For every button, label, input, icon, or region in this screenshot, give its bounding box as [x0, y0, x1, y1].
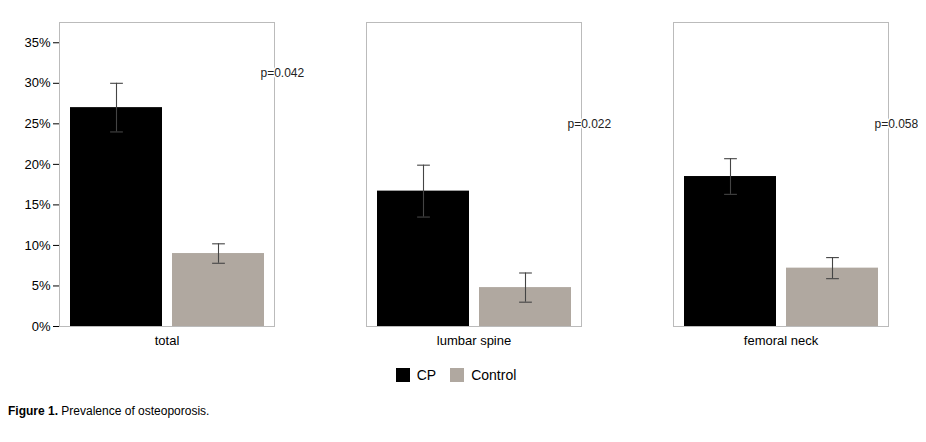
html-text:Figure 1. Prevalence of osteop: Figure 1. Prevalence of osteoporosis. — [8, 404, 210, 418]
svg-text:30%: 30% — [24, 75, 50, 90]
svg-text:femoral neck: femoral neck — [744, 333, 819, 348]
svg-text:20%: 20% — [24, 157, 50, 172]
svg-text:p=0.058: p=0.058 — [875, 117, 919, 131]
html-text:Control: Control — [471, 366, 517, 383]
html-text:CP: CP — [416, 366, 437, 383]
svg-text:15%: 15% — [24, 197, 50, 212]
svg-text:5%: 5% — [32, 278, 51, 293]
svg-text:p=0.022: p=0.022 — [568, 117, 612, 131]
svg-text:lumbar spine: lumbar spine — [437, 333, 511, 348]
svg-text:35%: 35% — [24, 35, 50, 50]
svg-text:25%: 25% — [24, 116, 50, 131]
svg-text:total: total — [155, 333, 180, 348]
svg-text:10%: 10% — [24, 238, 50, 253]
svg-text:p=0.042: p=0.042 — [261, 66, 305, 80]
svg-text:0%: 0% — [32, 319, 51, 334]
